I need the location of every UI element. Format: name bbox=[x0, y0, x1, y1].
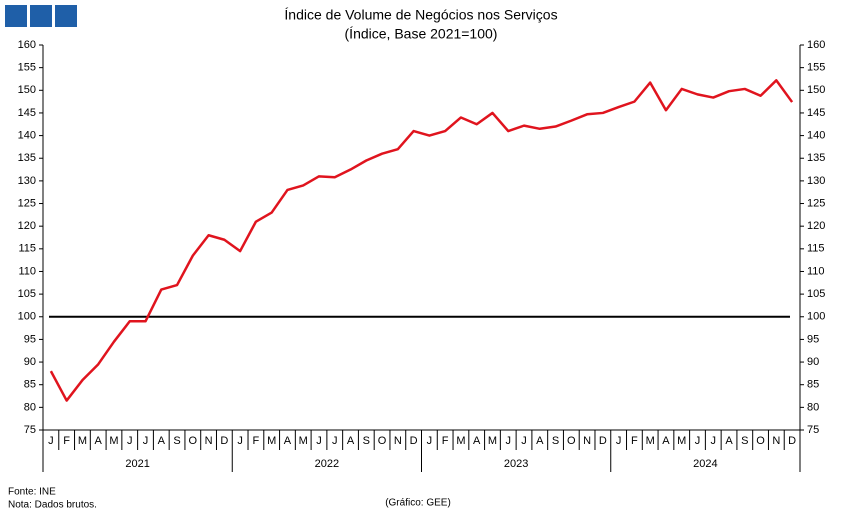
year-label: 2024 bbox=[693, 458, 717, 470]
x-tick-label: D bbox=[410, 435, 418, 447]
x-tick-label: J bbox=[616, 435, 622, 447]
y-tick-label: 90 bbox=[24, 356, 36, 368]
x-tick-label: D bbox=[788, 435, 796, 447]
x-tick-label: N bbox=[772, 435, 780, 447]
logo-block bbox=[5, 5, 27, 27]
x-tick-label: A bbox=[473, 435, 481, 447]
x-tick-label: F bbox=[63, 435, 70, 447]
y-tick-label: 150 bbox=[18, 84, 36, 96]
x-tick-label: M bbox=[109, 435, 118, 447]
y-tick-label: 135 bbox=[18, 152, 36, 164]
x-tick-label: J bbox=[237, 435, 243, 447]
y2-tick-label: 135 bbox=[807, 152, 825, 164]
y2-tick-label: 75 bbox=[807, 424, 819, 436]
y-tick-label: 80 bbox=[24, 401, 36, 413]
x-tick-label: O bbox=[756, 435, 765, 447]
y-tick-label: 105 bbox=[18, 288, 36, 300]
y2-tick-label: 140 bbox=[807, 129, 825, 141]
x-tick-label: A bbox=[725, 435, 733, 447]
y-tick-label: 110 bbox=[18, 265, 36, 277]
x-tick-label: D bbox=[220, 435, 228, 447]
note: Nota: Dados brutos. bbox=[8, 500, 97, 511]
year-label: 2022 bbox=[315, 458, 339, 470]
x-tick-label: M bbox=[299, 435, 308, 447]
y-tick-label: 145 bbox=[18, 107, 36, 119]
x-tick-label: N bbox=[583, 435, 591, 447]
y2-tick-label: 160 bbox=[807, 39, 825, 51]
x-tick-label: M bbox=[456, 435, 465, 447]
x-tick-label: J bbox=[521, 435, 527, 447]
y-tick-label: 155 bbox=[18, 62, 36, 74]
y2-tick-label: 90 bbox=[807, 356, 819, 368]
y-tick-label: 75 bbox=[24, 424, 36, 436]
x-tick-label: M bbox=[646, 435, 655, 447]
x-tick-label: J bbox=[332, 435, 338, 447]
chart-subtitle: (Índice, Base 2021=100) bbox=[345, 26, 498, 42]
x-tick-label: M bbox=[488, 435, 497, 447]
y2-tick-label: 145 bbox=[807, 107, 825, 119]
data-line bbox=[49, 79, 794, 402]
y2-tick-label: 100 bbox=[807, 311, 825, 323]
y2-tick-label: 115 bbox=[807, 243, 825, 255]
y-tick-label: 115 bbox=[18, 243, 36, 255]
x-tick-label: M bbox=[677, 435, 686, 447]
x-tick-label: A bbox=[347, 435, 355, 447]
y2-tick-label: 95 bbox=[807, 333, 819, 345]
x-tick-label: J bbox=[48, 435, 54, 447]
x-tick-label: O bbox=[567, 435, 576, 447]
year-label: 2021 bbox=[125, 458, 149, 470]
y-tick-label: 95 bbox=[24, 333, 36, 345]
y2-tick-label: 105 bbox=[807, 288, 825, 300]
chart-title: Índice de Volume de Negócios nos Serviço… bbox=[284, 7, 557, 23]
x-tick-label: J bbox=[316, 435, 322, 447]
year-label: 2023 bbox=[504, 458, 528, 470]
x-tick-label: S bbox=[363, 435, 370, 447]
logo-block bbox=[30, 5, 52, 27]
x-tick-label: A bbox=[158, 435, 166, 447]
x-tick-label: M bbox=[78, 435, 87, 447]
y2-tick-label: 120 bbox=[807, 220, 825, 232]
x-tick-label: O bbox=[378, 435, 387, 447]
x-tick-label: S bbox=[552, 435, 559, 447]
x-tick-label: J bbox=[711, 435, 717, 447]
y2-tick-label: 155 bbox=[807, 62, 825, 74]
x-tick-label: N bbox=[205, 435, 213, 447]
y-tick-label: 160 bbox=[18, 39, 36, 51]
x-tick-label: S bbox=[741, 435, 748, 447]
y2-tick-label: 85 bbox=[807, 379, 819, 391]
x-tick-label: F bbox=[442, 435, 449, 447]
x-tick-label: A bbox=[536, 435, 544, 447]
x-tick-label: N bbox=[394, 435, 402, 447]
x-tick-label: D bbox=[599, 435, 607, 447]
logo-block bbox=[55, 5, 77, 27]
x-tick-label: J bbox=[143, 435, 149, 447]
x-tick-label: O bbox=[189, 435, 198, 447]
x-tick-label: J bbox=[427, 435, 433, 447]
x-tick-label: A bbox=[284, 435, 292, 447]
y-tick-label: 130 bbox=[18, 175, 36, 187]
x-tick-label: S bbox=[173, 435, 180, 447]
x-tick-label: F bbox=[253, 435, 260, 447]
y-tick-label: 125 bbox=[18, 197, 36, 209]
y-tick-label: 100 bbox=[18, 311, 36, 323]
x-tick-label: J bbox=[127, 435, 133, 447]
y2-tick-label: 80 bbox=[807, 401, 819, 413]
x-tick-label: J bbox=[695, 435, 701, 447]
y2-tick-label: 110 bbox=[807, 265, 825, 277]
y-tick-label: 140 bbox=[18, 129, 36, 141]
credit: (Gráfico: GEE) bbox=[385, 498, 451, 509]
x-tick-label: J bbox=[505, 435, 511, 447]
y-tick-label: 85 bbox=[24, 379, 36, 391]
y2-tick-label: 130 bbox=[807, 175, 825, 187]
x-tick-label: M bbox=[267, 435, 276, 447]
x-tick-label: A bbox=[95, 435, 103, 447]
x-tick-label: F bbox=[631, 435, 638, 447]
y2-tick-label: 150 bbox=[807, 84, 825, 96]
source: Fonte: INE bbox=[8, 487, 56, 498]
y2-tick-label: 125 bbox=[807, 197, 825, 209]
y-tick-label: 120 bbox=[18, 220, 36, 232]
x-tick-label: A bbox=[662, 435, 670, 447]
